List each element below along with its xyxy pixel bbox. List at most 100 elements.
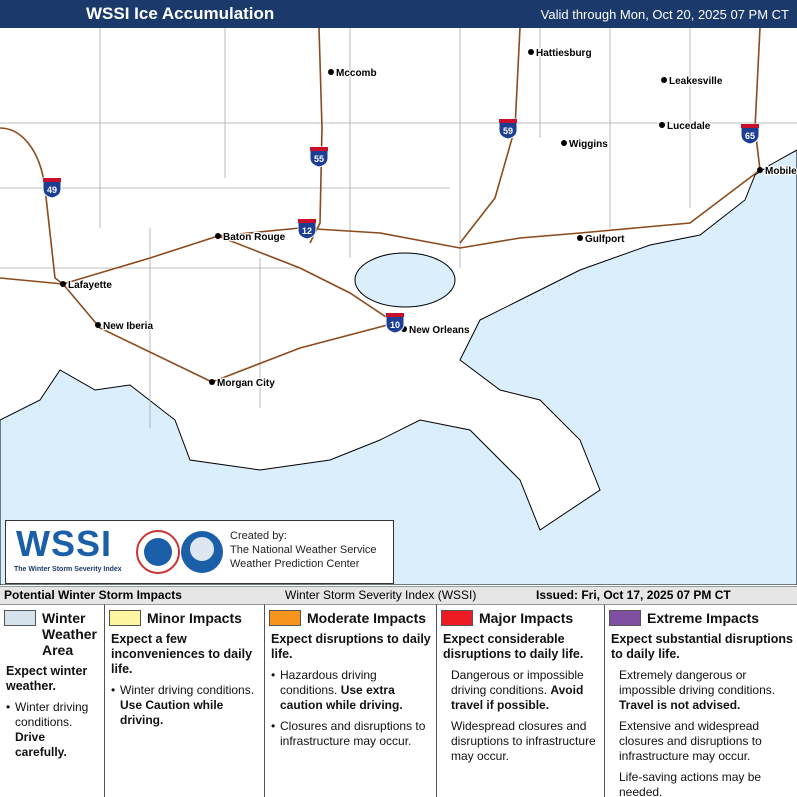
impact-title-row: Major Impacts: [441, 610, 600, 626]
impact-text: Widespread closures and disruptions to i…: [451, 719, 596, 763]
city-label: Hattiesburg: [536, 48, 592, 59]
impact-text: Winter driving conditions.: [15, 700, 89, 729]
credit-line: Created by:: [230, 530, 287, 542]
impact-swatch: [609, 610, 641, 626]
impact-swatch: [441, 610, 473, 626]
city-label: Lafayette: [68, 280, 112, 291]
interstate-shield: [385, 312, 405, 334]
impact-headline: Expect substantial disruptions to daily …: [611, 632, 793, 661]
interstate-label: 59: [503, 126, 513, 136]
impact-swatch: [269, 610, 301, 626]
interstate-label: 10: [390, 320, 400, 330]
impact-text: Drive carefully.: [15, 730, 67, 759]
city-dot: [215, 233, 221, 239]
impact-headline: Expect a few inconveniences to daily lif…: [111, 632, 253, 676]
impact-item: Dangerous or impossible driving conditio…: [443, 668, 600, 713]
impact-headline: Expect winter weather.: [6, 664, 88, 693]
county-lines: [0, 28, 797, 428]
header: WSSI Ice Accumulation Valid through Mon,…: [0, 0, 797, 28]
impact-title-row: Moderate Impacts: [269, 610, 432, 626]
impact-column: Extreme Impacts Expect substantial disrup…: [605, 604, 797, 797]
impact-item: Widespread closures and disruptions to i…: [443, 719, 600, 764]
impact-text: Dangerous or impossible driving conditio…: [451, 668, 584, 697]
valid-time: Valid through Mon, Oct 20, 2025 07 PM CT: [540, 7, 789, 22]
interstate-band: [43, 178, 61, 182]
impact-title: Major Impacts: [479, 610, 574, 626]
impact-text: Hazardous driving conditions.: [280, 668, 377, 697]
city-dot: [757, 167, 763, 173]
impact-text: Winter driving conditions.: [120, 683, 255, 697]
impact-text: Closures and disruptions to infrastructu…: [280, 719, 426, 748]
city-dot: [528, 49, 534, 55]
impact-item: Winter driving conditions. Use Caution w…: [111, 683, 260, 728]
impact-headline: Expect disruptions to daily life.: [271, 632, 431, 661]
gulf-water: [0, 149, 797, 585]
city-dot: [659, 122, 665, 128]
impact-item: Extensive and widespread closures and di…: [611, 719, 793, 764]
city-label: New Orleans: [409, 325, 470, 336]
lake: [354, 252, 456, 308]
impact-title: Minor Impacts: [147, 610, 242, 626]
impact-swatch: [4, 610, 36, 626]
impact-title: Winter Weather Area: [42, 610, 97, 658]
city-label: Wiggins: [569, 139, 608, 150]
impact-column: Minor Impacts Expect a few inconveniences…: [105, 604, 265, 797]
impact-column: Winter Weather Area Expect winter weather…: [0, 604, 105, 797]
interstate-band: [386, 313, 404, 317]
interstate-band: [298, 219, 316, 223]
city-label: Lucedale: [667, 121, 711, 132]
city-dot: [209, 379, 215, 385]
interstate-shield: [42, 177, 62, 199]
issued: Issued: Fri, Oct 17, 2025 07 PM CT: [536, 588, 731, 602]
credit-line: The National Weather Service: [230, 544, 377, 556]
interstate-shield: [498, 118, 518, 140]
impact-text: Life-saving actions may be needed.: [619, 770, 762, 797]
logo-box: WSSI The Winter Storm Severity Index Cre…: [5, 520, 394, 584]
city-dot: [661, 77, 667, 83]
city-dot: [328, 69, 334, 75]
city-dot: [561, 140, 567, 146]
noaa-logo-inner: [190, 537, 214, 561]
impact-item: Winter driving conditions. Drive careful…: [6, 700, 100, 760]
city-label: Morgan City: [217, 378, 275, 389]
impact-item: Hazardous driving conditions. Use extra …: [271, 668, 432, 713]
impact-title-row: Extreme Impacts: [609, 610, 793, 626]
impact-text: Avoid travel if possible.: [451, 683, 584, 712]
interstate-band: [499, 119, 517, 123]
impact-title: Moderate Impacts: [307, 610, 427, 626]
city-label: Gulfport: [585, 234, 625, 245]
interstate-label: 12: [302, 226, 312, 236]
impact-column: Moderate Impacts Expect disruptions to da…: [265, 604, 437, 797]
city-dot: [60, 281, 66, 287]
tagline: The Winter Storm Severity Index: [14, 566, 122, 573]
city-label: Mobile: [765, 166, 797, 177]
interstate-shield: [740, 123, 760, 145]
credit: Created by: The National Weather Service W…: [230, 529, 377, 571]
cities: Hattiesburg Mccomb Leakesville Lucedale Wigg…: [60, 47, 797, 390]
wordmark: WSSI: [16, 523, 113, 564]
interstate-shield: [297, 218, 317, 240]
impact-title-row: Minor Impacts: [109, 610, 260, 626]
legend-bar: Potential Winter Storm Impacts Winter St…: [0, 586, 797, 605]
interstate-label: 49: [47, 185, 57, 195]
impact-title: Extreme Impacts: [647, 610, 760, 626]
impact-item: Life-saving actions may be needed.: [611, 770, 793, 797]
interstate-band: [741, 124, 759, 128]
impact-text: Travel is not advised.: [619, 698, 741, 712]
city-label: Mccomb: [336, 68, 377, 79]
interstate-label: 65: [745, 131, 755, 141]
interstates: 49 55 12 59 10 65: [42, 118, 760, 334]
legend-columns: Winter Weather Area Expect winter weather…: [0, 604, 797, 797]
impact-swatch: [109, 610, 141, 626]
impact-headline: Expect considerable disruptions to daily…: [443, 632, 584, 661]
city-dot: [95, 322, 101, 328]
legend-subtitle: Winter Storm Severity Index (WSSI): [285, 588, 477, 602]
impact-item: Closures and disruptions to infrastructu…: [271, 719, 432, 749]
city-label: Baton Rouge: [223, 232, 286, 243]
interstate-label: 55: [314, 154, 324, 164]
interstate-band: [310, 147, 328, 151]
impact-text: Use Caution while driving.: [120, 698, 224, 727]
title: WSSI Ice Accumulation: [86, 4, 275, 23]
city-dot: [577, 235, 583, 241]
